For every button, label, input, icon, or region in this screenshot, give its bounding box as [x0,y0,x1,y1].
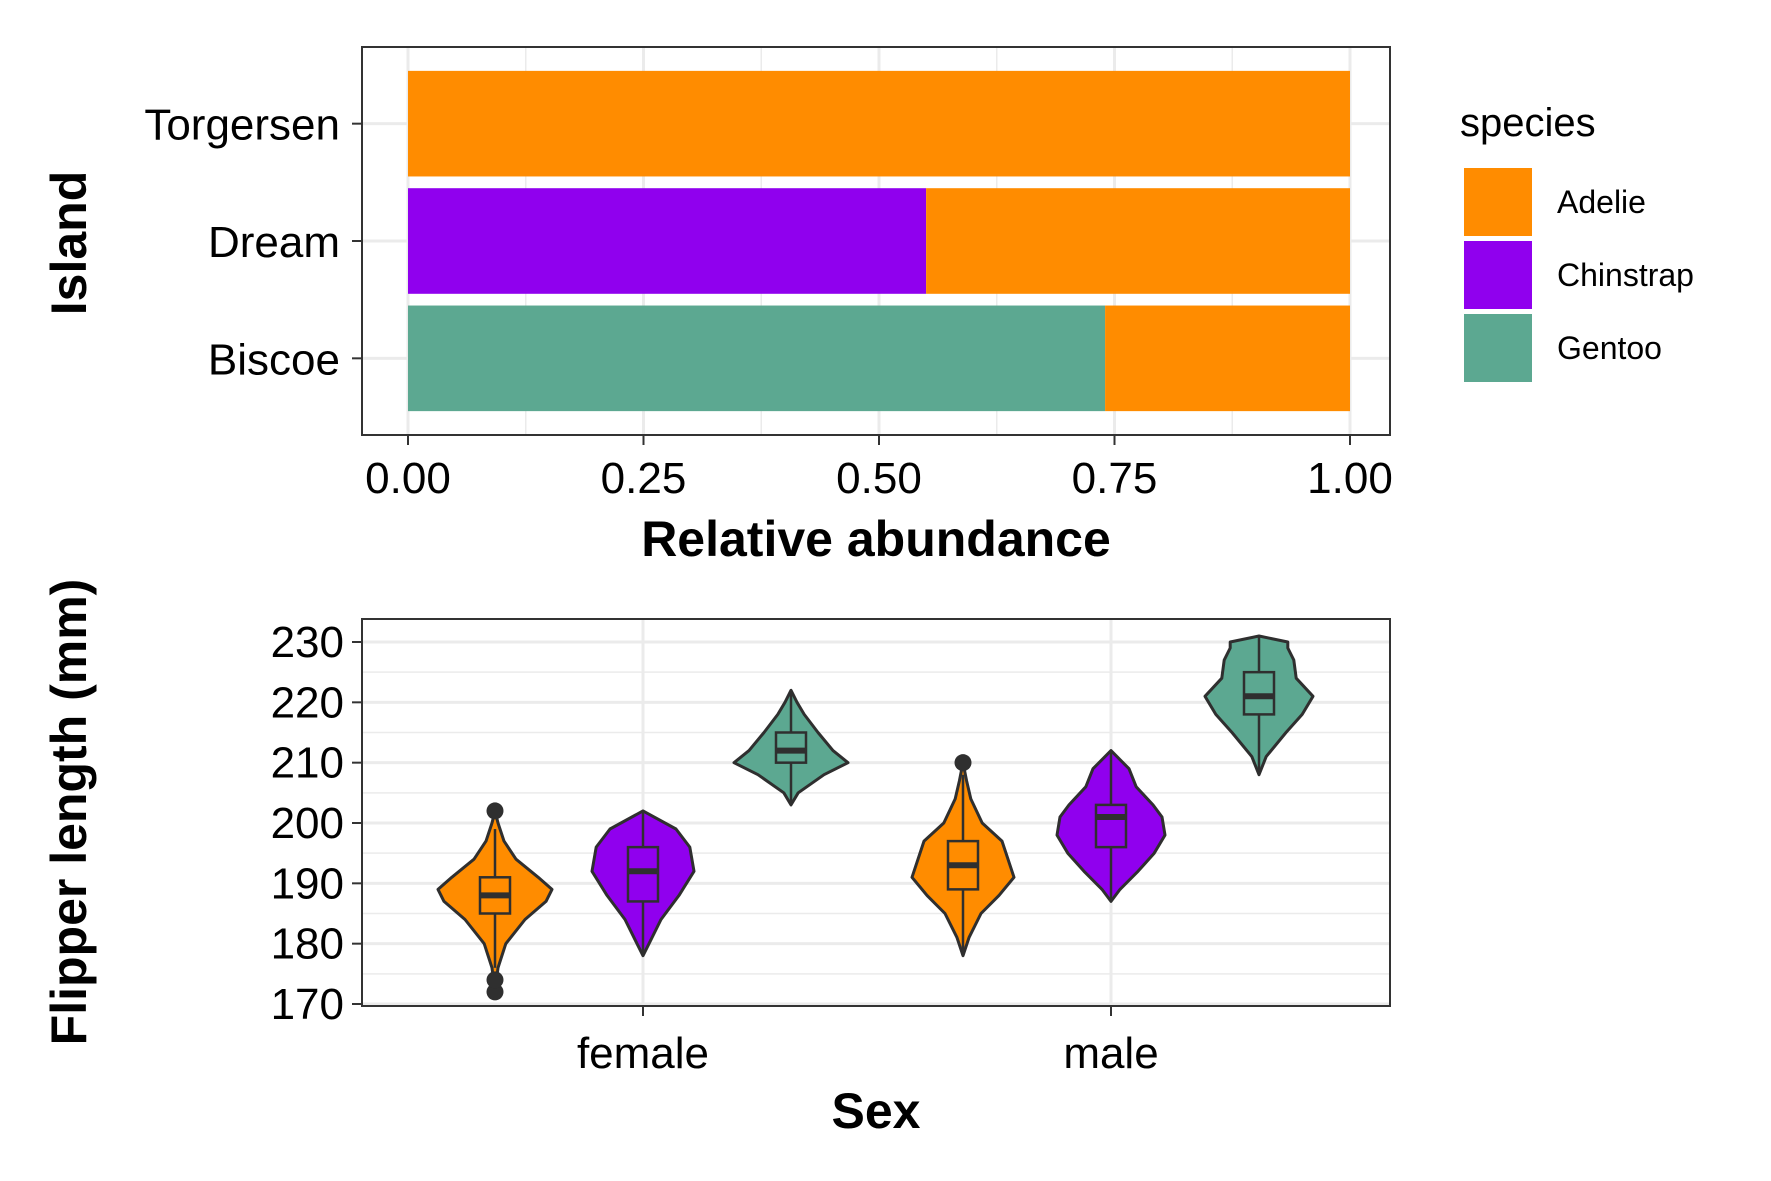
bar-y-tick-label-biscoe: Biscoe [208,335,340,384]
box-outlier-point [486,802,504,820]
bar-x-tick-label: 0.75 [1072,454,1158,503]
violin-y-axis-title: Flipper length (mm) [41,579,97,1046]
legend-items: Adelie Chinstrap Gentoo [1464,168,1694,382]
violin-y-tick-label: 190 [271,859,344,908]
violin-y-tick-label: 220 [271,678,344,727]
bar-dream-adelie [926,188,1350,294]
violin-x-tick-label-male: male [1063,1029,1158,1078]
violin-group-female-adelie [436,802,554,1001]
bar-x-tick-label: 0.25 [601,454,687,503]
bar-y-axis-title: Island [41,171,97,315]
box-iqr [1242,670,1276,716]
violin-group-male-gentoo [1203,634,1315,777]
bar-x-tick-label: 0.00 [365,454,451,503]
species-legend: species Adelie Chinstrap Gentoo [1460,101,1694,382]
bar-biscoe-adelie [1105,305,1350,412]
violin-x-tick-label-female: female [577,1029,709,1078]
bar-dream-chinstrap [408,188,927,294]
legend-label-gentoo: Gentoo [1557,330,1662,366]
violin-panel-border [361,618,1391,1007]
box-iqr [1094,803,1128,849]
box-outlier-point [954,754,972,772]
legend-label-chinstrap: Chinstrap [1557,257,1694,293]
violin-y-tick-label: 180 [271,920,344,969]
violin-group-female-chinstrap [590,809,696,958]
violin-y-ticks: 170 180 190 200 210 220 230 [271,618,362,1029]
bar-y-tick-label-torgersen: Torgersen [144,101,340,150]
bar-torgersen-adelie [408,70,1350,177]
bar-chart-bars [408,70,1350,412]
violin-chart-marks [436,634,1315,1001]
box-iqr [626,845,660,903]
box-outlier-point [486,971,504,989]
violin-y-tick-label: 230 [271,618,344,667]
violin-chart-panel: female male 170 180 190 200 210 220 230 Sex Fli… [41,579,1391,1139]
bar-biscoe-gentoo [408,305,1106,412]
box-iqr [774,731,808,764]
legend-key-gentoo [1464,314,1532,382]
bar-chart-panel: 0.00 0.25 0.50 0.75 1.00 Biscoe Dream Torgerse… [41,46,1393,567]
bar-y-tick-label-dream: Dream [208,218,340,267]
bar-x-axis-title: Relative abundance [641,511,1111,567]
legend-key-adelie [1464,168,1532,236]
violin-group-female-gentoo [732,688,850,807]
box-outlier-point [486,983,504,1001]
violin-y-tick-label: 210 [271,739,344,788]
violin-x-axis-title: Sex [832,1083,921,1139]
bar-x-tick-label: 1.00 [1307,454,1393,503]
violin-group-male-adelie [910,754,1016,958]
violin-x-ticks: female male [577,1006,1159,1078]
bar-x-ticks: 0.00 0.25 0.50 0.75 1.00 [365,435,1393,503]
bar-y-ticks: Biscoe Dream Torgersen [144,101,362,384]
legend-title: species [1460,101,1596,145]
violin-y-tick-label: 170 [271,980,344,1029]
violin-y-tick-label: 200 [271,799,344,848]
bar-x-tick-label: 0.50 [836,454,922,503]
legend-key-chinstrap [1464,241,1532,309]
violin-group-male-chinstrap [1055,749,1167,903]
legend-label-adelie: Adelie [1557,184,1646,220]
